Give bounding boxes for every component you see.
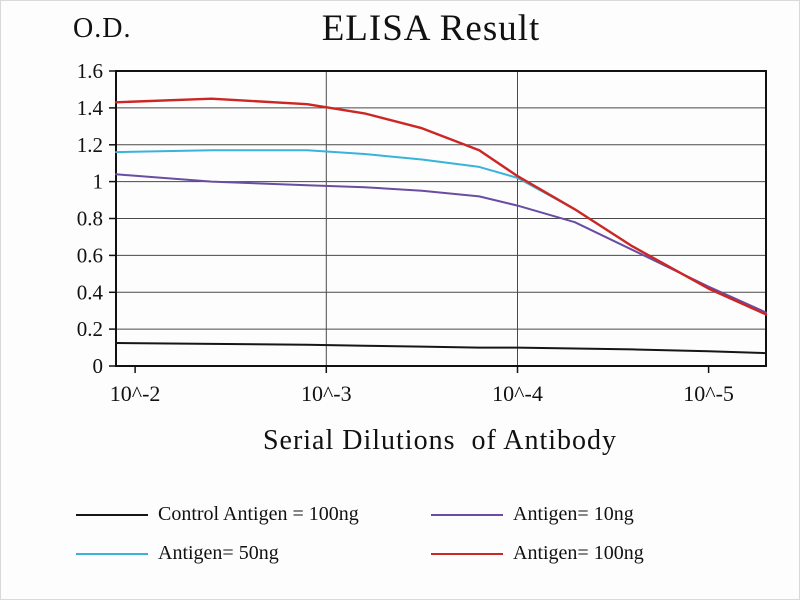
- legend-item-antigen-10ng: Antigen= 10ng: [431, 503, 799, 526]
- svg-text:10^-4: 10^-4: [492, 381, 543, 406]
- svg-text:1.6: 1.6: [77, 59, 103, 83]
- svg-text:0.8: 0.8: [77, 207, 103, 231]
- svg-text:1: 1: [93, 170, 104, 194]
- legend-line-control-antigen: [76, 513, 148, 516]
- plot-area: 0 0.2 0.4 0.6 0.8 1 1.2 1.4 1.6 10^-2 10^-3 10^-4 10…: [77, 59, 768, 406]
- legend-line-antigen-50ng: [76, 552, 148, 555]
- legend-label: Antigen= 50ng: [158, 542, 279, 564]
- legend-item-antigen-100ng: Antigen= 100ng: [431, 542, 799, 565]
- svg-text:1.2: 1.2: [77, 133, 103, 157]
- svg-text:10^-5: 10^-5: [683, 381, 734, 406]
- legend-line-antigen-10ng: [431, 513, 503, 516]
- y-axis-title: O.D.: [73, 13, 132, 44]
- chart-header: O.D. ELISA Result: [1, 1, 799, 56]
- legend-item-antigen-50ng: Antigen= 50ng: [76, 542, 431, 565]
- legend-label: Antigen= 100ng: [513, 542, 644, 564]
- legend-item-control-antigen-100ng: Control Antigen = 100ng: [76, 503, 431, 526]
- svg-text:0.4: 0.4: [77, 280, 104, 304]
- svg-text:0.2: 0.2: [77, 317, 103, 341]
- svg-text:10^-2: 10^-2: [110, 381, 161, 406]
- legend-line-antigen-100ng: [431, 552, 503, 555]
- legend-label: Antigen= 10ng: [513, 503, 634, 525]
- svg-text:1.4: 1.4: [77, 96, 104, 120]
- svg-text:0: 0: [93, 354, 104, 378]
- legend-label: Control Antigen = 100ng: [158, 503, 359, 525]
- svg-text:10^-3: 10^-3: [301, 381, 352, 406]
- chart-title: ELISA Result: [321, 8, 541, 49]
- legend: Control Antigen = 100ng Antigen= 10ng An…: [76, 503, 799, 565]
- x-axis-title: Serial Dilutions of Antibody: [262, 425, 618, 456]
- svg-text:0.6: 0.6: [77, 243, 103, 267]
